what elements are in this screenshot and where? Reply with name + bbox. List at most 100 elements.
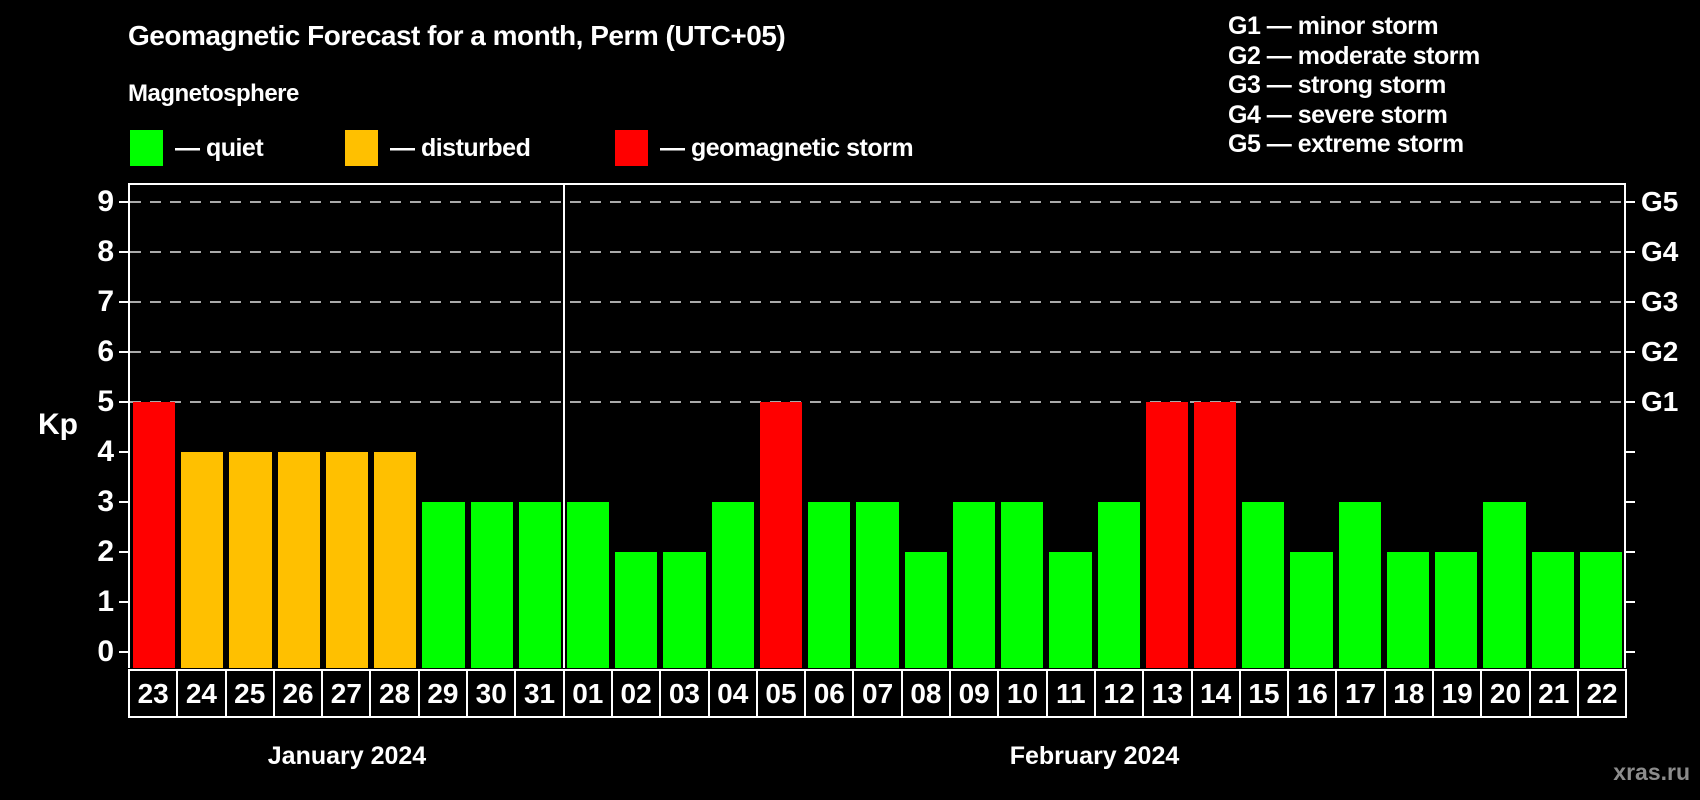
y-axis-label-4: 4 [97,435,114,468]
kp-bar-day-28 [374,452,417,668]
day-label-20: 20 [1482,671,1531,716]
legend-item-storm: — geomagnetic storm [615,130,914,166]
right-tick-kp2 [1626,551,1635,553]
day-label-15: 15 [1241,671,1290,716]
left-tick-kp4 [119,451,128,453]
right-axis-label-g5: G5 [1641,186,1679,217]
left-tick-kp9 [119,201,128,203]
month-label-january: January 2024 [267,742,427,770]
month-separator-line [563,183,566,668]
right-tick-kp8 [1626,251,1635,253]
y-axis-label-2: 2 [97,535,114,568]
day-label-17: 17 [1337,671,1386,716]
day-label-13: 13 [1144,671,1193,716]
gridline-kp6 [130,351,1625,353]
g-scale-legend: G1 — minor storm G2 — moderate storm G3 … [1228,12,1480,160]
y-axis-label-7: 7 [97,285,114,318]
day-label-07: 07 [854,671,903,716]
month-label-february: February 2024 [1009,742,1180,770]
g3-legend-line: G3 — strong storm [1228,71,1446,99]
kp-bar-day-08 [904,552,947,668]
day-label-30: 30 [468,671,517,716]
legend-label-storm: — geomagnetic storm [660,133,914,162]
day-label-25: 25 [227,671,275,716]
kp-bar-day-25 [229,452,272,668]
kp-bar-day-09 [952,502,996,668]
day-label-18: 18 [1386,671,1435,716]
y-axis-label-0: 0 [97,635,114,668]
right-tick-kp6 [1626,351,1635,353]
legend-item-quiet: — quiet [130,130,264,166]
kp-bar-day-29 [422,502,465,668]
right-tick-kp0 [1626,651,1635,653]
right-tick-kp9 [1626,201,1635,203]
day-label-14: 14 [1193,671,1241,716]
kp-bar-day-11 [1049,552,1092,668]
y-axis-label-8: 8 [97,235,114,268]
day-label-03: 03 [661,671,710,716]
right-axis-label-g3: G3 [1641,286,1679,317]
kp-bar-day-22 [1579,552,1622,668]
kp-bar-day-30 [470,502,513,668]
kp-axis-title: Kp [38,408,78,441]
right-axis-label-g2: G2 [1641,336,1679,367]
quiet-color-swatch [130,130,163,166]
right-tick-kp4 [1626,451,1635,453]
kp-bar-day-19 [1435,552,1478,668]
legend-label-disturbed: — disturbed [390,133,531,162]
kp-bar-day-21 [1531,552,1574,668]
day-label-28: 28 [371,671,420,716]
day-label-22: 22 [1586,677,1618,709]
magnetosphere-subtitle: Magnetosphere [128,80,299,107]
day-label-26: 26 [275,671,324,716]
y-axis-right [1624,183,1626,668]
day-label-31: 31 [516,671,565,716]
gridline-kp5 [130,401,1625,403]
kp-bar-day-02 [615,552,658,668]
kp-bar-day-27 [325,452,369,668]
y-axis-label-9: 9 [97,185,114,218]
gridline-kp7 [130,301,1625,303]
day-label-16: 16 [1289,671,1338,716]
legend-label-quiet: — quiet [175,133,264,162]
kp-bar-day-23 [133,402,176,668]
day-label-02: 02 [613,671,662,716]
right-tick-kp7 [1626,301,1635,303]
kp-bar-day-15 [1242,502,1285,668]
kp-bar-day-16 [1290,552,1333,668]
kp-bar-day-12 [1097,502,1140,668]
day-label-10: 10 [999,671,1048,716]
kp-bar-day-06 [808,502,851,668]
gridline-kp8 [130,251,1625,253]
day-label-27: 27 [323,671,372,716]
kp-bar-day-26 [277,452,320,668]
left-tick-kp8 [119,251,128,253]
day-label-23: 23 [130,671,179,716]
day-label-21: 21 [1531,671,1579,716]
kp-bar-day-04 [711,502,754,668]
plot-top-border [128,183,1626,185]
day-label-06: 06 [806,671,855,716]
right-axis-label-g4: G4 [1641,236,1679,267]
left-tick-kp2 [119,551,128,553]
day-label-19: 19 [1434,671,1483,716]
g2-legend-line: G2 — moderate storm [1228,41,1480,70]
day-label-04: 04 [710,671,758,716]
day-label-01: 01 [565,671,613,716]
left-tick-kp6 [119,351,128,353]
kp-bar-day-07 [856,502,899,668]
kp-bar-day-13 [1145,402,1188,668]
kp-bar-day-31 [518,502,562,668]
right-tick-kp1 [1626,601,1635,603]
day-label-24: 24 [178,671,227,716]
day-label-08: 08 [903,671,952,716]
kp-bar-day-10 [1001,502,1044,668]
kp-bar-day-01 [567,502,610,668]
day-label-row: 23 24 25 26 27 28 29 30 31 01 02 03 04 05 06 07 08 09 10 11… [128,669,1627,718]
kp-bar-day-05 [759,402,803,668]
watermark-xras-ru: xras.ru [1613,759,1690,785]
page-title: Geomagnetic Forecast for a month, Perm (… [128,20,786,51]
y-axis-label-6: 6 [97,335,114,368]
disturbed-color-swatch [345,130,378,166]
